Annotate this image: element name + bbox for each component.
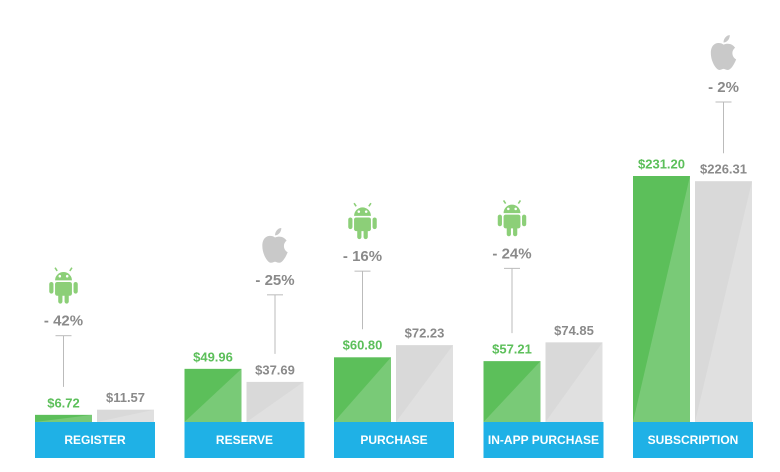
bar xyxy=(396,345,453,422)
value-label: $72.23 xyxy=(405,326,445,341)
category-band xyxy=(184,422,305,458)
value-label: $11.57 xyxy=(106,390,145,405)
bar xyxy=(334,357,391,422)
bar xyxy=(545,342,603,422)
annotation: - 25% xyxy=(255,272,294,289)
apple-icon xyxy=(710,35,737,70)
bar xyxy=(483,361,541,422)
bar xyxy=(633,176,690,422)
bar-shade xyxy=(695,181,752,422)
value-label: $37.69 xyxy=(255,362,295,377)
category-label: SUBSCRIPTION xyxy=(648,433,739,447)
category-label: REGISTER xyxy=(64,433,126,447)
bar xyxy=(35,414,92,422)
category-band xyxy=(334,422,454,458)
bar xyxy=(97,409,154,422)
value-label: $60.80 xyxy=(343,338,383,353)
bar-shade xyxy=(246,381,304,422)
bar-shade xyxy=(483,361,541,422)
bar-shade xyxy=(633,176,690,422)
annotation: - 2% xyxy=(708,79,739,96)
category-band xyxy=(35,422,155,458)
value-label: $57.21 xyxy=(492,342,532,357)
bar-shade xyxy=(35,414,92,422)
android-icon xyxy=(496,199,528,238)
category-band xyxy=(633,422,753,458)
value-label: $74.85 xyxy=(554,323,594,338)
category-label: IN-APP PURCHASE xyxy=(488,433,599,447)
annotation: - 24% xyxy=(492,245,531,262)
bar xyxy=(184,368,242,422)
category-band xyxy=(483,422,604,458)
value-label: $226.31 xyxy=(700,162,747,177)
bar xyxy=(695,181,752,422)
bar-shade xyxy=(396,345,453,422)
category-label: RESERVE xyxy=(216,433,273,447)
bar-shade xyxy=(97,409,154,422)
bar-shade xyxy=(184,368,242,422)
android-icon xyxy=(48,266,79,305)
android-icon xyxy=(347,202,378,240)
bar xyxy=(246,381,304,422)
bar-shade xyxy=(545,342,603,422)
category-label: PURCHASE xyxy=(360,433,427,447)
bar-shade xyxy=(334,357,391,422)
value-label: $231.20 xyxy=(638,156,685,171)
value-label: $6.72 xyxy=(47,395,80,410)
annotation: - 16% xyxy=(343,248,382,265)
apple-icon xyxy=(262,227,288,263)
annotation: - 42% xyxy=(44,313,83,330)
value-label: $49.96 xyxy=(193,349,233,364)
